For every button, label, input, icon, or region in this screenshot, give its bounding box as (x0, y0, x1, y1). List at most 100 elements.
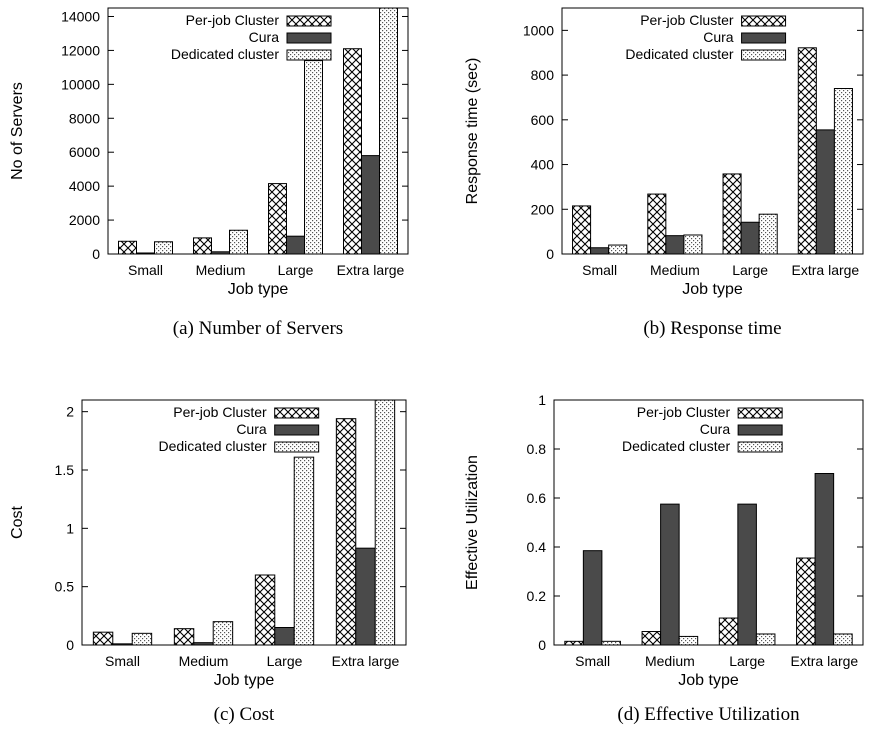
y-tick-label: 200 (531, 201, 555, 217)
bar-cura-0 (582, 550, 603, 646)
legend-swatch-cura (741, 32, 787, 44)
bar-per-job-cluster-2 (718, 617, 739, 646)
y-axis-label: No of Servers (9, 82, 26, 180)
chart-utilization: 0 0.2 0.4 0.6 0.8 1 Small Medium Large Extra larg… (464, 392, 864, 725)
y-tick-label: 14000 (61, 8, 100, 24)
chart-cost: 0 0.5 1 1.5 2 Small Medium Large Extra large Job … (9, 399, 407, 725)
bar-dedicated-cluster-0 (131, 632, 153, 646)
legend-label-cura: Cura (700, 421, 731, 437)
bar-dedicated-cluster-2 (293, 456, 315, 646)
y-tick-label: 1.5 (55, 462, 75, 478)
chart-panel-utilization: 0 0.2 0.4 0.6 0.8 1 Small Medium Large Extra larg… (437, 380, 869, 728)
y-tick-label: 0.8 (527, 441, 547, 457)
y-tick-label: 800 (531, 67, 555, 83)
bar-dedicated-cluster-3 (374, 399, 396, 646)
plot-frame (107, 7, 409, 255)
x-tick-label: Medium (650, 262, 700, 278)
y-axis-label: Effective Utilization (464, 455, 481, 590)
legend-label-per-job-cluster: Per-job Cluster (640, 12, 734, 28)
bar-dedicated-cluster-1 (683, 234, 703, 255)
y-tick-label: 0.5 (55, 579, 75, 595)
bar-per-job-cluster-0 (118, 240, 137, 255)
y-tick-label: 10000 (61, 76, 100, 92)
x-tick-label: Medium (179, 653, 229, 669)
legend-label-cura: Cura (703, 29, 734, 45)
x-axis-label: Job type (682, 281, 743, 298)
bar-cura-0 (590, 247, 610, 255)
plot-frame (561, 7, 864, 255)
bar-per-job-cluster-3 (797, 47, 817, 255)
legend-swatch-dedicated-cluster (274, 441, 320, 453)
x-tick-label: Large (732, 262, 768, 278)
legend-swatch-per-job-cluster (737, 407, 783, 419)
legend-swatch-per-job-cluster (274, 407, 320, 419)
bar-per-job-cluster-2 (268, 183, 287, 255)
bar-per-job-cluster-1 (647, 193, 667, 255)
bar-per-job-cluster-3 (335, 418, 357, 646)
bar-dedicated-cluster-3 (833, 88, 853, 255)
x-tick-label: Small (105, 653, 140, 669)
bar-per-job-cluster-0 (92, 631, 114, 646)
chart-caption: (a) Number of Servers (173, 318, 343, 339)
x-tick-label: Extra large (337, 262, 405, 278)
bar-per-job-cluster-1 (193, 237, 212, 255)
chart-panel-response-time: 0 200 400 600 800 1000 Small Medium Large Extra l… (437, 0, 869, 350)
bar-per-job-cluster-0 (572, 205, 592, 255)
y-tick-label: 0.4 (527, 539, 547, 555)
y-tick-label: 0 (546, 246, 554, 262)
bar-dedicated-cluster-1 (229, 229, 248, 255)
y-tick-label: 600 (531, 112, 555, 128)
x-tick-label: Small (128, 262, 163, 278)
y-axis-label: Response time (sec) (464, 58, 481, 205)
x-tick-label: Small (575, 653, 610, 669)
bar-per-job-cluster-1 (641, 631, 662, 646)
legend-label-per-job-cluster: Per-job Cluster (173, 404, 267, 420)
chart-panel-cost: 0 0.5 1 1.5 2 Small Medium Large Extra large Job … (0, 380, 430, 728)
bar-dedicated-cluster-1 (678, 635, 699, 646)
bar-per-job-cluster-2 (722, 173, 742, 255)
legend-label-per-job-cluster: Per-job Cluster (637, 404, 731, 420)
x-tick-label: Large (278, 262, 314, 278)
bar-dedicated-cluster-0 (608, 244, 628, 255)
bar-cura-3 (361, 155, 380, 255)
legend-label-dedicated-cluster: Dedicated cluster (625, 46, 734, 62)
x-tick-label: Extra large (791, 653, 859, 669)
x-tick-label: Medium (645, 653, 695, 669)
bar-per-job-cluster-3 (343, 48, 362, 255)
bar-dedicated-cluster-2 (755, 633, 776, 646)
legend-label-per-job-cluster: Per-job Cluster (186, 12, 280, 28)
bar-cura-3 (355, 547, 376, 646)
bar-cura-2 (737, 503, 757, 646)
chart-response-time: 0 200 400 600 800 1000 Small Medium Large Extra l… (464, 7, 864, 339)
y-tick-label: 6000 (69, 144, 100, 160)
x-tick-label: Small (582, 262, 617, 278)
bar-per-job-cluster-2 (254, 574, 276, 646)
y-tick-label: 12000 (61, 42, 100, 58)
y-tick-label: 1 (538, 392, 546, 408)
legend-swatch-dedicated-cluster (741, 49, 787, 61)
chart-caption: (c) Cost (214, 704, 275, 725)
plot-frame (81, 399, 407, 646)
bar-dedicated-cluster-1 (212, 621, 234, 646)
chart-servers: 0 2000 4000 6000 8000 10000 12000 14000 Small Med… (9, 7, 409, 339)
x-axis-label: Job type (228, 281, 289, 298)
x-axis-label: Job type (214, 672, 275, 689)
y-tick-label: 0 (538, 637, 546, 653)
y-tick-label: 8000 (69, 110, 100, 126)
bar-cura-3 (815, 129, 835, 255)
x-axis-label: Job type (678, 672, 739, 689)
y-tick-label: 0.2 (527, 588, 547, 604)
legend-label-dedicated-cluster: Dedicated cluster (171, 46, 280, 62)
bar-cura-2 (286, 235, 305, 255)
x-tick-label: Medium (196, 262, 246, 278)
bar-dedicated-cluster-0 (601, 640, 621, 646)
legend-swatch-dedicated-cluster (737, 441, 783, 453)
legend-swatch-cura (737, 424, 783, 436)
y-tick-label: 0 (66, 637, 74, 653)
y-tick-label: 1 (66, 520, 74, 536)
legend-label-dedicated-cluster: Dedicated cluster (622, 438, 731, 454)
y-tick-label: 1000 (523, 22, 554, 38)
x-tick-label: Extra large (332, 653, 400, 669)
plot-frame (553, 399, 864, 646)
y-tick-label: 2 (66, 404, 74, 420)
